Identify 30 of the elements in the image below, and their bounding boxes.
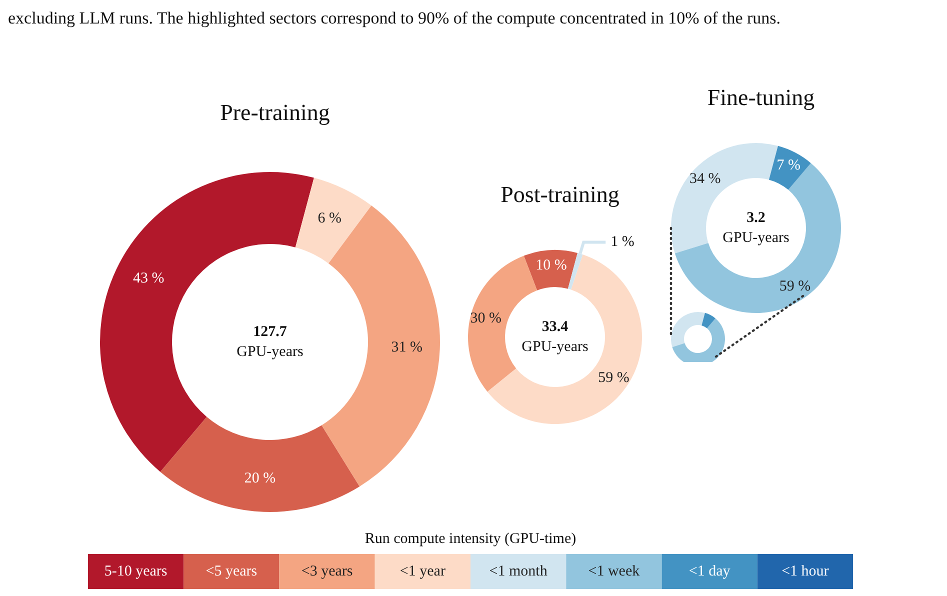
data-label: 6 %	[318, 210, 342, 227]
data-label: 43 %	[132, 270, 164, 287]
category-label: <1 hour	[782, 564, 829, 580]
category-label: <5 years	[206, 564, 258, 580]
category-label: <1 day	[688, 564, 731, 580]
text: GPU-years	[722, 230, 790, 246]
data-label: 30 %	[470, 310, 502, 326]
category-label: <1 month	[489, 564, 548, 580]
data-label: 7 %	[776, 158, 801, 174]
text: GPU-years	[522, 339, 588, 355]
text: 33.4	[542, 319, 569, 335]
text: excluding LLM runs. The highlighted sectors correspond to 90% of the compute concentrated in 10% of the runs.	[8, 8, 781, 28]
data-label: 1 %	[610, 234, 634, 250]
data-label: 59 %	[779, 278, 811, 295]
data-label: 10 %	[536, 258, 567, 274]
text: 3.2	[746, 210, 766, 226]
data-label: 59 %	[598, 370, 630, 386]
data-label: 31 %	[391, 340, 423, 356]
text: GPU-years	[236, 344, 304, 360]
legend-title: Run compute intensity (GPU-time)	[364, 531, 576, 547]
chart-title: Pre-training	[220, 100, 330, 125]
text: 127.7	[253, 324, 288, 340]
category-label: 5-10 years	[104, 564, 168, 580]
chart-title: Fine-tuning	[707, 85, 816, 110]
category-label: <3 years	[301, 564, 353, 580]
category-label: <1 week	[588, 564, 640, 580]
data-label: 34 %	[689, 171, 721, 188]
chart-title: Post-training	[500, 182, 620, 207]
data-label: 20 %	[244, 470, 276, 487]
category-label: <1 year	[400, 564, 446, 580]
